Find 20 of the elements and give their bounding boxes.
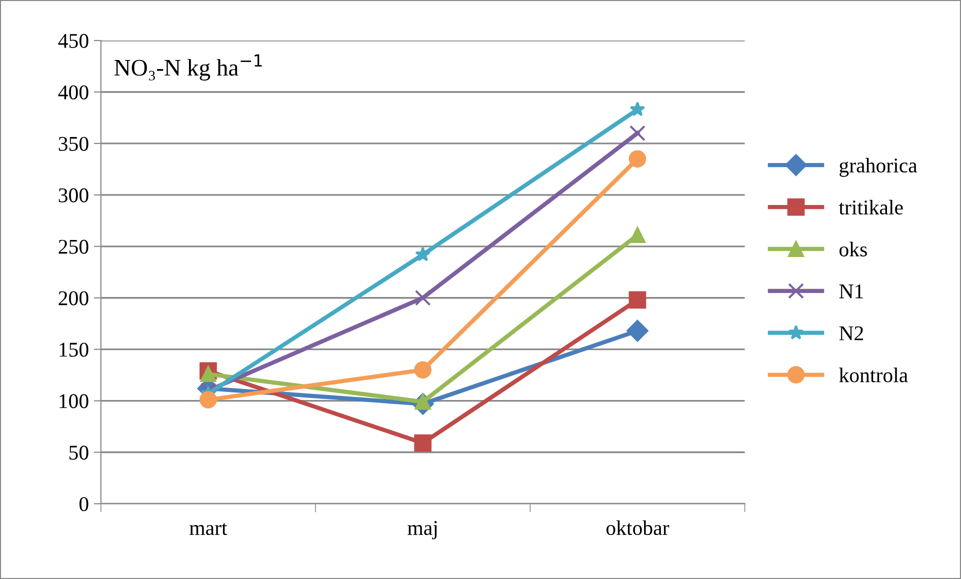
y-tick-label: 450 bbox=[58, 34, 88, 48]
y-tick-label: 250 bbox=[58, 240, 88, 254]
y-tick-label: 100 bbox=[60, 394, 88, 408]
y-tick-label: 0 bbox=[79, 497, 88, 512]
annotation: NO₃-N kg ha$^{−1}$ bbox=[114, 54, 262, 81]
legend-label: tritikale bbox=[838, 200, 903, 215]
y-tick-label: 200 bbox=[58, 291, 88, 306]
y-tick-label: 150 bbox=[60, 342, 88, 357]
x-tick-label: oktobar bbox=[606, 520, 670, 536]
legend-label: grahorica bbox=[840, 158, 918, 177]
y-tick-label: 400 bbox=[58, 85, 88, 100]
y-tick-label: 350 bbox=[58, 136, 88, 151]
legend-label: oks bbox=[840, 242, 867, 256]
y-tick-label: 50 bbox=[69, 446, 88, 460]
legend-label: N1 bbox=[839, 284, 863, 298]
y-tick-label: 300 bbox=[58, 188, 88, 202]
legend-label: kontrola bbox=[839, 368, 908, 382]
legend-label: N2 bbox=[839, 326, 864, 340]
x-tick-label: mart bbox=[190, 523, 228, 536]
x-tick-label: maj bbox=[408, 521, 437, 540]
